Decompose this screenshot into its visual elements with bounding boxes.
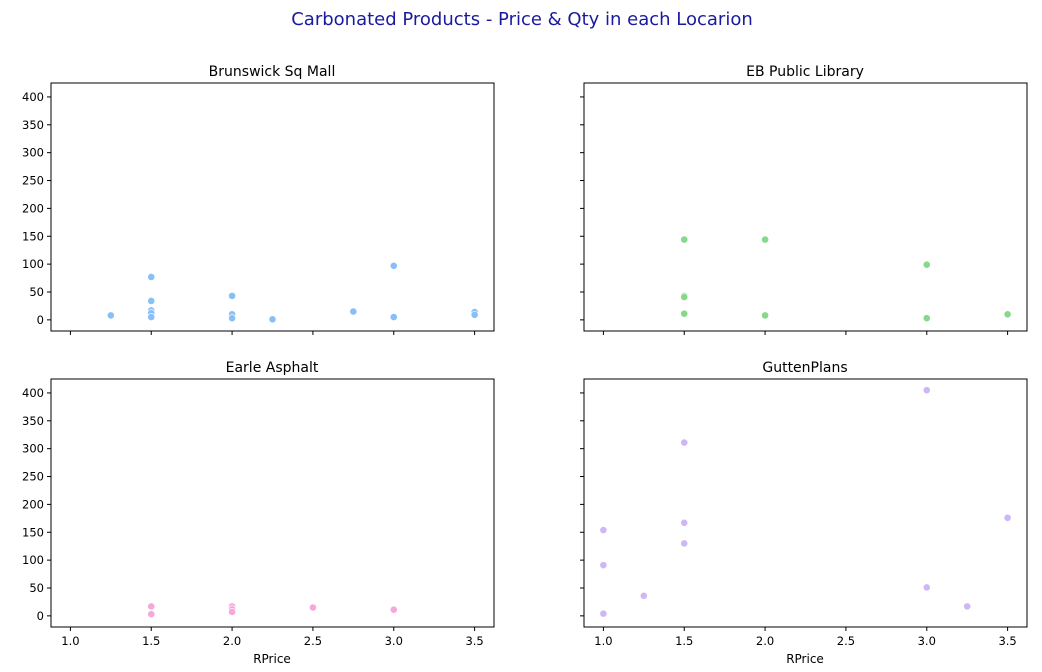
y-tick-label: 0 [37, 609, 44, 623]
scatter-point [389, 605, 398, 614]
y-tick-label: 100 [22, 257, 44, 271]
y-tick-label: 300 [22, 146, 44, 160]
y-tick-label: 50 [29, 581, 44, 595]
scatter-point [599, 561, 608, 570]
scatter-point [147, 297, 156, 305]
subplot-earle-asphalt: Earle Asphalt 0 50 100 150 200 250 300 350 400 1.… [22, 360, 495, 666]
scatter-point [680, 438, 689, 447]
scatter-point [147, 313, 156, 321]
y-tick-label: 400 [22, 386, 44, 400]
y-tick-label: 300 [22, 442, 44, 456]
y-tick-label: 150 [22, 229, 44, 243]
scatter-point [680, 235, 689, 244]
scatter-point [147, 273, 156, 281]
scatter-point [599, 609, 608, 618]
scatter-point [1003, 513, 1012, 522]
scatter-point [147, 610, 156, 619]
axes-frame [50, 82, 495, 332]
scatter-point [228, 291, 236, 300]
y-tick-label: 350 [22, 414, 44, 428]
x-tick-label: 3.5 [998, 634, 1016, 648]
scatter-point [349, 307, 358, 316]
y-tick-label: 150 [22, 525, 44, 539]
x-tick-label: 2.5 [304, 634, 322, 648]
x-tick-label: 2.0 [223, 634, 241, 648]
x-tick-label: 1.5 [142, 634, 160, 648]
scatter-point [680, 539, 689, 548]
scatter-point [228, 314, 236, 323]
scatter-point [470, 310, 479, 319]
scatter-point [309, 603, 317, 612]
scatter-point [228, 608, 236, 616]
scatter-point [639, 591, 648, 600]
figure-title: Carbonated Products - Price & Qty in eac… [291, 9, 753, 30]
x-tick-label: 3.0 [918, 634, 936, 648]
scatter-point [106, 311, 115, 320]
y-tick-label: 350 [22, 118, 44, 132]
y-tick-label: 50 [29, 285, 44, 299]
subplot-guttenplans: GuttenPlans 1.0 1.5 2.0 2.5 3.0 3.5 RPrice [580, 360, 1028, 666]
subplot-title: GuttenPlans [762, 360, 847, 376]
axes-frame [583, 378, 1028, 628]
subplot-title: EB Public Library [746, 64, 864, 80]
scatter-point [680, 518, 689, 527]
y-tick-label: 250 [22, 174, 44, 188]
x-tick-label: 3.5 [465, 634, 483, 648]
axes-frame [50, 378, 495, 628]
scatter-point [268, 315, 277, 324]
scatter-point [147, 602, 156, 611]
scatter-point [389, 313, 398, 321]
y-tick-label: 200 [22, 201, 44, 215]
scatter-point [761, 235, 769, 244]
y-tick-label: 100 [22, 553, 44, 567]
subplot-title: Earle Asphalt [226, 360, 319, 376]
scatter-point [922, 260, 931, 269]
x-tick-label: 2.0 [756, 634, 774, 648]
y-tick-label: 0 [37, 313, 44, 327]
scatter-point [963, 602, 972, 611]
x-axis-label: RPrice [786, 652, 824, 666]
subplot-eb-public-library: EB Public Library [580, 64, 1028, 335]
scatter-point [599, 526, 608, 534]
scatter-point [1003, 310, 1012, 319]
y-tick-label: 250 [22, 470, 44, 484]
scatter-point [389, 261, 398, 270]
x-tick-label: 3.0 [385, 634, 403, 648]
scatter-point [922, 386, 931, 395]
subplot-title: Brunswick Sq Mall [209, 64, 336, 80]
scatter-point [680, 309, 689, 318]
x-tick-label: 2.5 [837, 634, 855, 648]
scatter-point [922, 314, 931, 323]
x-tick-label: 1.0 [594, 634, 612, 648]
y-tick-label: 400 [22, 90, 44, 104]
scatter-point [922, 583, 931, 592]
x-tick-label: 1.0 [61, 634, 79, 648]
subplot-brunswick-sq-mall: Brunswick Sq Mall 0 50 100 150 200 250 300 350 4… [22, 64, 495, 335]
axes-frame [583, 82, 1028, 332]
y-tick-label: 200 [22, 497, 44, 511]
scatter-point [761, 311, 769, 320]
scatter-point [680, 293, 689, 301]
x-axis-label: RPrice [253, 652, 291, 666]
x-tick-label: 1.5 [675, 634, 693, 648]
